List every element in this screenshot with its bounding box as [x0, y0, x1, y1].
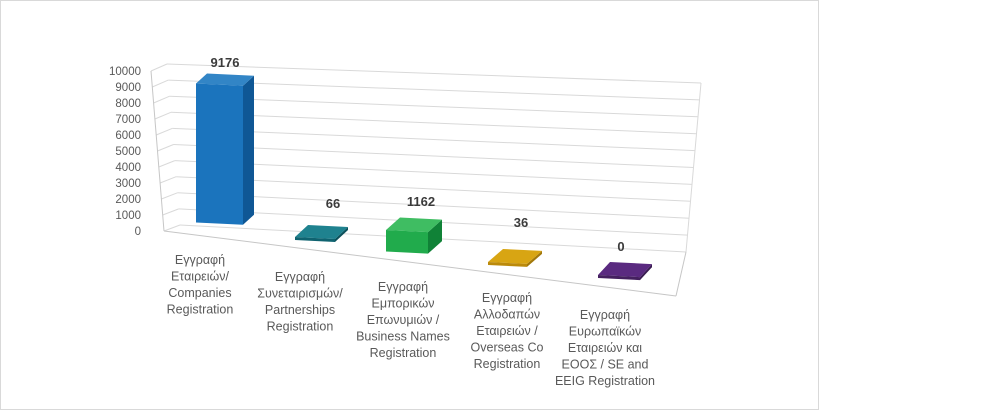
wall-gridline [176, 176, 691, 202]
bar-companies-front-face [196, 83, 243, 225]
wall-right-edge [685, 82, 702, 253]
category-label-line: Registration [167, 303, 234, 317]
wall-gridline [172, 127, 696, 152]
y-axis-tick-label: 1000 [115, 210, 141, 222]
wall-gridline [169, 95, 699, 118]
sidewall-gridline [159, 176, 177, 184]
sidewall-gridline [161, 192, 178, 200]
category-label-line: Εγγραφή [378, 280, 428, 294]
y-axis-tick-label: 4000 [115, 162, 141, 174]
sidewall-gridline [154, 111, 172, 120]
sidewall-gridline [152, 79, 169, 88]
bar-business-names-side-face [428, 219, 442, 254]
category-label-line: Εγγραφή [175, 253, 225, 267]
sidewall-gridline [156, 127, 173, 136]
bar-se-eeig-front-face [598, 275, 640, 281]
sidewall-gridline [158, 160, 175, 168]
wall-gridline [173, 144, 694, 168]
bar-business-names-front-face [386, 230, 428, 254]
category-label-line: Εταιρειών και [568, 341, 642, 355]
bar-partnerships-front-face [295, 237, 335, 242]
y-axis-tick-label: 3000 [115, 178, 141, 190]
wall-gridline [170, 111, 697, 135]
category-label-line: Partnerships [265, 303, 335, 317]
category-label-partnerships: Εγγραφή Συνεταιρισμών/Partnerships Registr… [257, 270, 343, 334]
floor-right-edge [675, 251, 687, 297]
category-label-line: Εγγραφή [482, 291, 532, 305]
category-label-line: Εγγραφή [275, 270, 325, 284]
category-label-line: Ευρωπαϊκών [569, 325, 641, 339]
category-label-line: Αλλοδαπών [474, 308, 540, 322]
category-label-overseas-co: Εγγραφή Αλλοδαπών Εταιρειών / Overseas Co Re… [471, 291, 544, 371]
y-axis-tick-label: 9000 [115, 82, 141, 94]
category-label-line: Εμπορικών [372, 297, 435, 311]
bar-companies-side-face [243, 75, 254, 225]
sidewall-gridline [162, 208, 179, 216]
category-label-business-names: Εγγραφή Εμπορικών Επωνυμιών / Business Name… [356, 280, 450, 360]
sidewall-gridline [153, 95, 170, 104]
wall-gridline [177, 192, 690, 219]
sidewall-gridline [150, 63, 168, 72]
y-axis-tick-label: 7000 [115, 114, 141, 126]
wall-gridline [174, 160, 693, 185]
bar-se-eeig-side-face [640, 264, 652, 281]
y-axis-tick-label: 6000 [115, 130, 141, 142]
floor-front-edge [163, 230, 677, 297]
category-label-line: ΕΟΟΣ / SE and [562, 358, 649, 372]
category-label-line: EEIG Registration [555, 374, 655, 388]
bar-partnerships-side-face [335, 227, 348, 242]
y-axis-tick-label: 2000 [115, 194, 141, 206]
y-axis-tick-label: 8000 [115, 98, 141, 110]
sidewall-gridline [157, 144, 174, 152]
category-label-line: Εγγραφή [580, 308, 630, 322]
sidewall-gridline [163, 224, 181, 232]
bar-se-eeig-top-face [598, 262, 652, 278]
wall-gridline [166, 63, 702, 84]
bar-overseas-co-side-face [527, 250, 542, 267]
category-label-line: Συνεταιρισμών/ [257, 287, 343, 301]
category-label-line: Registration [474, 357, 541, 371]
category-label-line: Εταιρειών/ [171, 270, 230, 284]
category-label-line: Overseas Co [471, 341, 544, 355]
category-label-companies: Εγγραφή Εταιρειών/Companies Registration [167, 253, 234, 317]
bar-business-names-top-face [386, 217, 442, 233]
data-label-overseas-co: 36 [514, 215, 528, 230]
wall-gridline [168, 79, 700, 101]
category-label-line: Registration [267, 320, 334, 334]
category-label-line: Companies [168, 286, 231, 300]
y-axis-tick-label: 5000 [115, 146, 141, 158]
data-label-companies: 9176 [211, 55, 240, 70]
category-label-line: Εταιρειών / [476, 324, 538, 338]
category-label-line: Registration [370, 346, 437, 360]
y-axis-tick-label: 10000 [109, 66, 141, 78]
y-axis-edge [150, 70, 165, 232]
data-label-se-eeig: 0 [617, 239, 624, 254]
bar-companies-top-face [196, 73, 254, 86]
bar-partnerships-top-face [295, 225, 348, 239]
document-page [0, 0, 819, 410]
category-label-se-eeig: Εγγραφή Ευρωπαϊκών Εταιρειών και ΕΟΟΣ / SE … [555, 308, 655, 388]
bar-overseas-co-top-face [488, 249, 542, 264]
y-axis-tick-label: 0 [135, 226, 141, 238]
bar-overseas-co-front-face [488, 262, 527, 267]
data-label-business-names: 1162 [407, 194, 435, 209]
data-label-partnerships: 66 [326, 196, 340, 211]
category-label-line: Επωνυμιών / [367, 313, 440, 327]
category-label-line: Business Names [356, 330, 450, 344]
